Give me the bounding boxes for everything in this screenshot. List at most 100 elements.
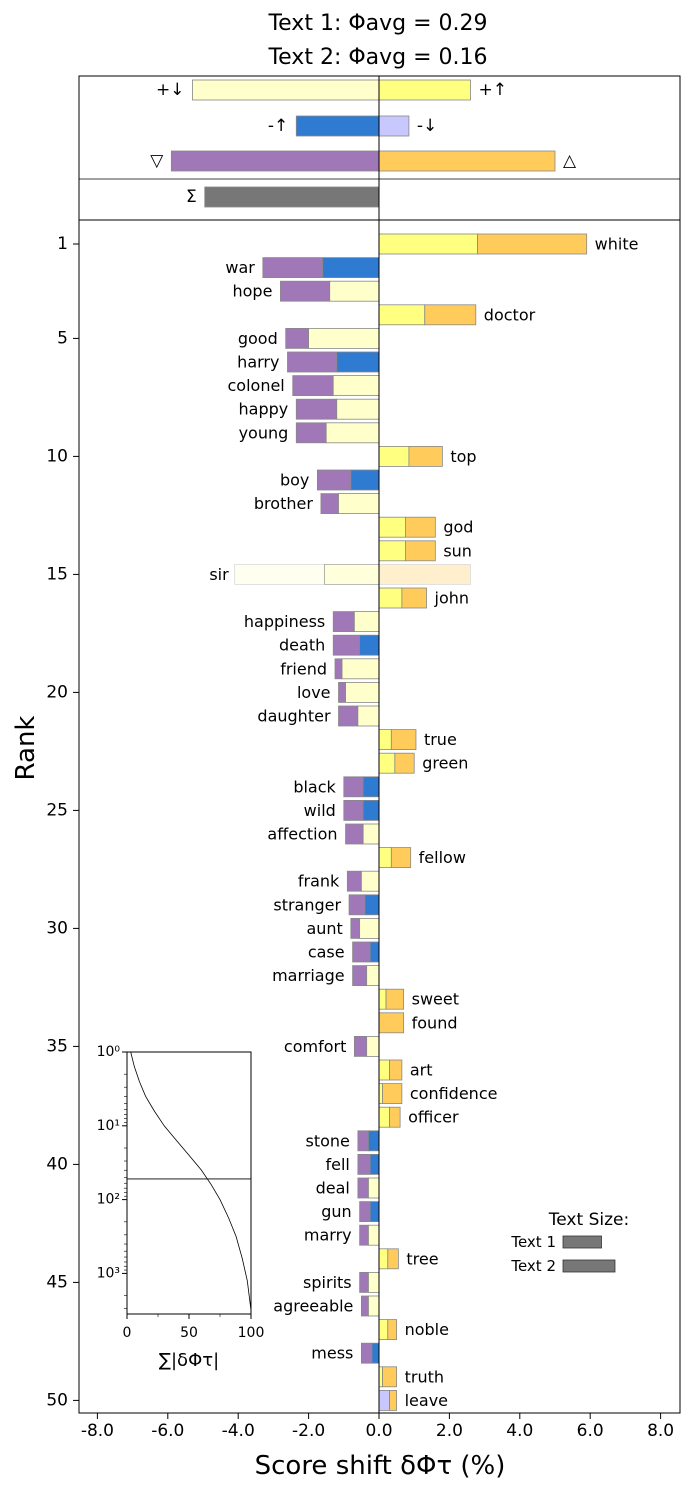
bar-contribution — [369, 941, 380, 963]
inset-curve — [130, 1051, 252, 1311]
legend-title: Text Size: — [548, 1210, 629, 1230]
word-bar-sir: sir — [209, 564, 471, 585]
word-label: black — [293, 777, 336, 796]
word-label: leave — [405, 1391, 448, 1410]
word-label: tree — [406, 1249, 438, 1268]
word-label: love — [297, 683, 331, 702]
bar-contribution — [378, 540, 406, 562]
word-bar-deal: deal — [316, 1177, 380, 1199]
summary-bar-right — [378, 150, 556, 172]
bar-contribution — [378, 1319, 389, 1340]
word-bar-wild: wild — [304, 800, 380, 821]
summary-label-left: ▽ — [150, 151, 164, 171]
summary-bar-right — [378, 79, 471, 101]
word-bar-case: case — [308, 941, 380, 963]
bar-total — [424, 304, 477, 326]
word-bar-leave: leave — [378, 1390, 448, 1411]
word-label: agreeable — [273, 1297, 353, 1316]
word-bar-black: black — [293, 776, 380, 798]
legend-size-bar — [562, 1235, 602, 1249]
bar-contribution — [360, 870, 380, 892]
word-bar-spirits: spirits — [303, 1272, 380, 1293]
bar-contribution — [378, 1366, 383, 1388]
bar-contribution — [378, 1106, 390, 1128]
word-label: noble — [405, 1320, 449, 1339]
bar-contribution — [325, 422, 380, 444]
summary-label-right: △ — [563, 151, 577, 171]
x-tick-label: 8.0 — [647, 1421, 674, 1441]
y-tick-label: 45 — [46, 1272, 68, 1292]
bar-total — [360, 1295, 369, 1317]
bar-total — [332, 611, 355, 632]
inset-x-tick-label: 0 — [123, 1325, 132, 1341]
word-label: happy — [239, 400, 289, 419]
word-label: death — [279, 636, 325, 655]
word-label: john — [434, 589, 470, 608]
bar-total — [359, 1201, 371, 1222]
word-label: doctor — [484, 305, 536, 324]
chart-title-line1: Text 1: Φavg = 0.29 — [267, 11, 487, 36]
x-tick-label: -6.0 — [151, 1421, 184, 1441]
bar-total — [292, 375, 334, 397]
bar-contribution — [378, 729, 392, 750]
bar-contribution — [364, 894, 380, 916]
word-label: white — [595, 235, 639, 254]
word-label: mess — [311, 1344, 353, 1363]
bar-total — [348, 894, 366, 916]
bar-contribution — [378, 1390, 390, 1411]
word-label: affection — [267, 825, 337, 844]
word-bar-colonel: colonel — [228, 375, 380, 397]
inset-x-label: ∑|δΦτ| — [159, 1350, 219, 1371]
inset-y-tick-label: 10³ — [97, 1265, 120, 1281]
bar-contribution — [378, 1083, 383, 1104]
word-bar-truth: truth — [378, 1366, 444, 1388]
word-bar-comfort: comfort — [284, 1036, 380, 1057]
word-label: daughter — [257, 707, 331, 726]
summary-label-right: +↑ — [479, 80, 508, 100]
bar-total — [408, 445, 443, 467]
word-bar-doctor: doctor — [378, 304, 536, 326]
word-bars: white war hope doctor good harry colonel happy y… — [209, 220, 638, 1413]
y-tick-label: 5 — [57, 328, 68, 348]
bar-total — [316, 469, 352, 491]
word-label: top — [450, 447, 476, 466]
bar-contribution — [368, 1177, 380, 1199]
word-label: fellow — [419, 848, 466, 867]
bar-contribution — [345, 682, 380, 703]
bar-total — [389, 1390, 397, 1411]
bar-total — [338, 682, 346, 703]
inset-y-tick-label: 10² — [97, 1192, 120, 1208]
bar-total — [320, 493, 339, 515]
word-label: young — [239, 423, 289, 442]
summary-label-left: -↑ — [268, 116, 288, 136]
y-tick-label: 1 — [57, 234, 68, 254]
summary-bar-left — [204, 186, 380, 208]
bar-contribution — [378, 988, 387, 1010]
word-bar-boy: boy — [280, 469, 380, 491]
word-bar-aunt: aunt — [306, 918, 380, 939]
x-tick-label: 2.0 — [436, 1421, 463, 1441]
bar-total — [334, 658, 343, 680]
bar-total — [389, 1059, 403, 1081]
word-bar-happiness: happiness — [244, 611, 380, 632]
word-label: sweet — [412, 990, 459, 1009]
word-bar-tree: tree — [378, 1248, 439, 1270]
summary-bar-left — [192, 79, 380, 101]
word-bar-war: war — [225, 257, 380, 279]
word-bar-top: top — [378, 445, 477, 467]
word-bar-happy: happy — [239, 398, 380, 420]
inset-frame — [126, 1051, 252, 1315]
bar-total — [357, 1130, 369, 1152]
bar-faded-extent — [234, 564, 325, 585]
word-label: hope — [233, 282, 273, 301]
word-bar-fellow: fellow — [378, 847, 466, 868]
summary-bars: +↓ +↑ -↑ -↓ ▽ △ Σ — [150, 76, 577, 220]
bar-contribution — [329, 280, 380, 302]
inset-x-tick-label: 50 — [180, 1325, 198, 1341]
bar-total — [382, 1366, 397, 1388]
word-bar-john: john — [378, 587, 470, 609]
bar-contribution — [366, 965, 380, 986]
word-bar-officer: officer — [378, 1106, 459, 1128]
bar-total — [285, 327, 310, 349]
